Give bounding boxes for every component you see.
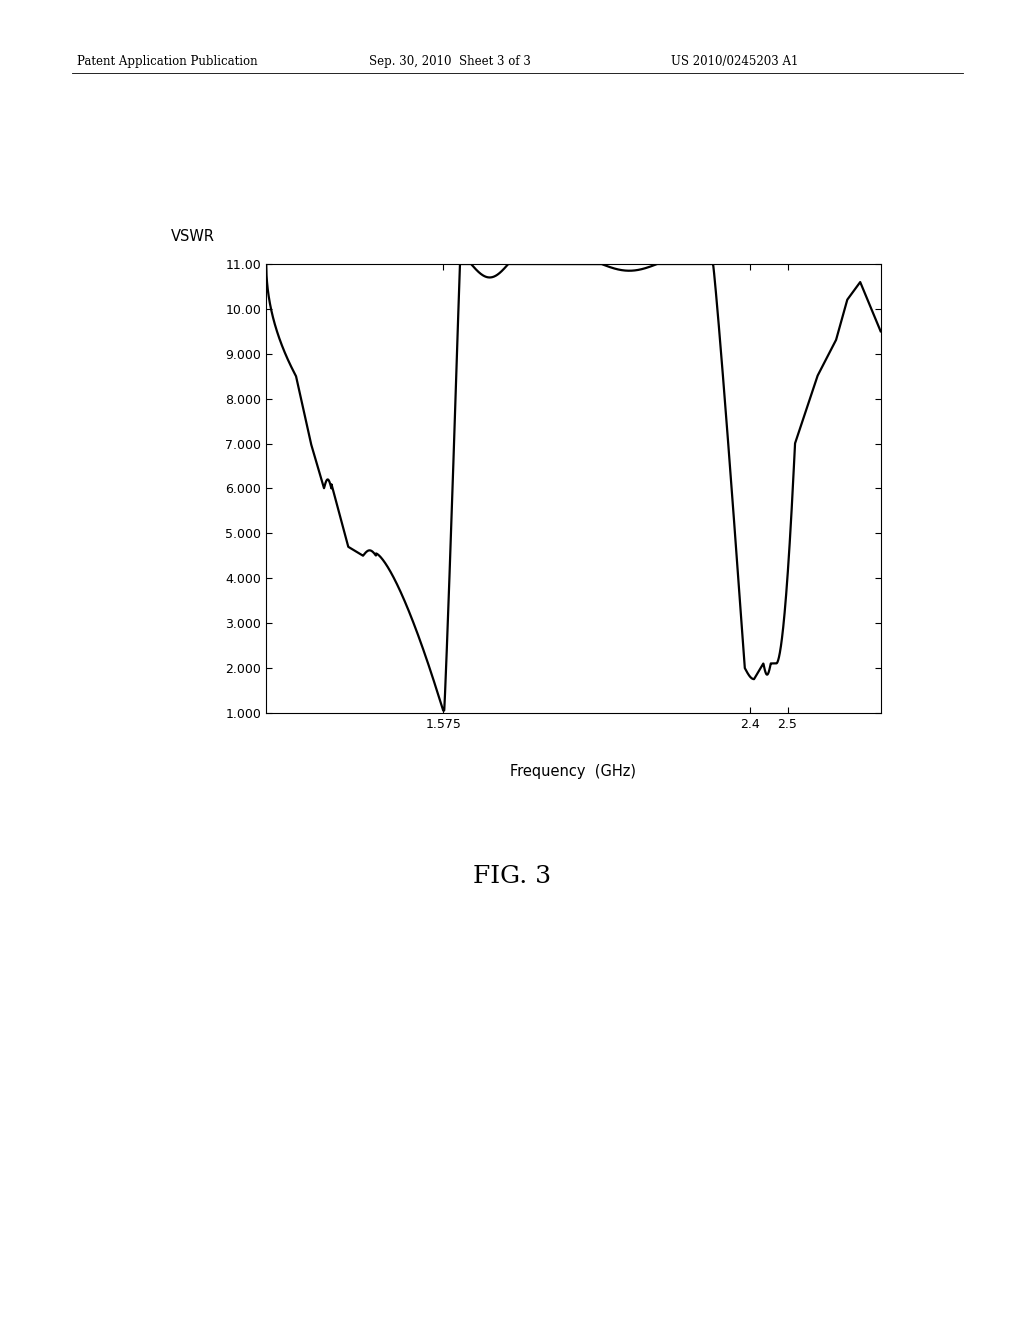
Text: Sep. 30, 2010  Sheet 3 of 3: Sep. 30, 2010 Sheet 3 of 3: [369, 55, 530, 69]
Text: US 2010/0245203 A1: US 2010/0245203 A1: [671, 55, 798, 69]
Text: VSWR: VSWR: [171, 228, 215, 244]
Text: FIG. 3: FIG. 3: [473, 865, 551, 887]
Text: Frequency  (GHz): Frequency (GHz): [510, 764, 637, 779]
Text: Patent Application Publication: Patent Application Publication: [77, 55, 257, 69]
